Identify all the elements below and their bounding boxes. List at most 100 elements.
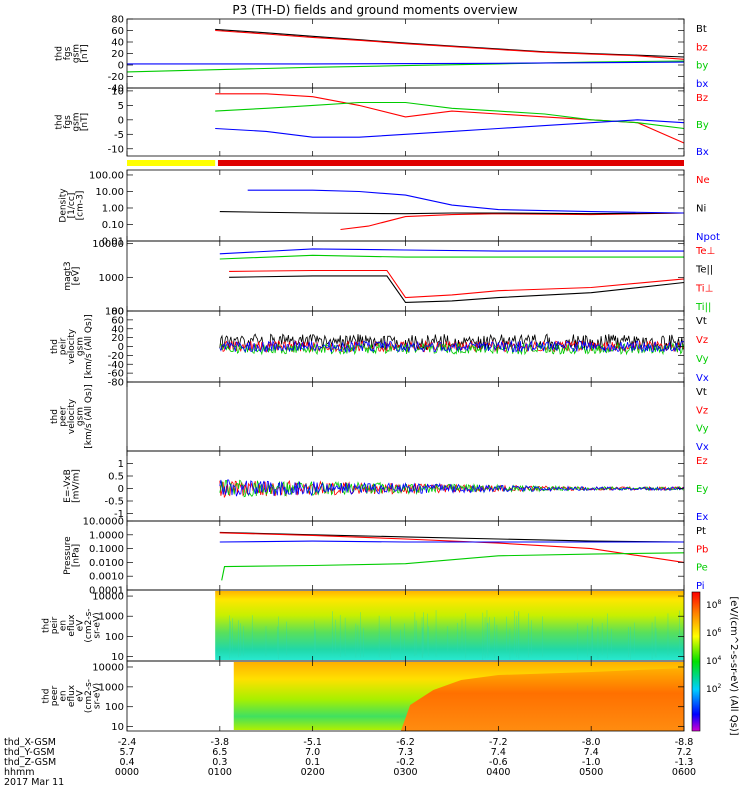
legend-entry: Vt (696, 387, 707, 398)
series-line-ne (341, 213, 685, 230)
y-tick-label: 0.0010 (89, 572, 124, 583)
legend-entry: bx (696, 79, 708, 90)
series-line-ti (220, 255, 684, 259)
panel-fgs_dsl: -10-50510thdfgsgsm[nT]BzByBx (54, 86, 709, 158)
y-tick-label: 10 (111, 86, 124, 97)
legend-entry: Ti⊥ (695, 283, 713, 294)
y-axis-label: [nT] (80, 44, 90, 62)
series-line-ti (220, 249, 684, 254)
colorbar-label: [eV/(cm^2-s-sr-eV) (All Qs)] (728, 596, 739, 735)
series-group-fgs-gsm-expanded- (215, 94, 684, 143)
legend-entry: Te⊥ (695, 246, 715, 257)
legend-entry: Npot (696, 232, 720, 243)
legend-entry: Vx (696, 373, 709, 384)
y-tick-label: 1 (118, 459, 124, 470)
y-tick-label: 80 (111, 15, 124, 26)
colorbar-tick-label: 106 (706, 627, 721, 639)
y-axis-label: sr-eV) (93, 683, 103, 709)
legend-entry: By (696, 120, 709, 131)
panel-peir_vel: -80-60-40-20020406080thdpeirvelocitygsm[… (50, 307, 709, 389)
series-line-bz (215, 31, 684, 60)
footer-value: 0600 (672, 767, 696, 778)
y-tick-label: -10 (108, 144, 124, 155)
series-line-npot (248, 190, 684, 213)
legend-entry: Pb (696, 544, 708, 555)
y-tick-label: 1000 (99, 273, 124, 284)
y-tick-label: 5 (118, 101, 124, 112)
series-group-pressure (220, 532, 684, 580)
y-axis-label: [nPa] (71, 544, 81, 567)
y-tick-label: 10000 (92, 592, 124, 603)
panels: -40-20020406080thdfgsgsm[nT]Btbzbybx-10-… (42, 15, 720, 734)
plot-title: P3 (TH-D) fields and ground moments over… (232, 3, 517, 17)
y-tick-label: 0.0100 (89, 558, 124, 569)
electron-spectrogram (234, 662, 684, 731)
y-tick-label: 80 (111, 307, 124, 318)
y-tick-label: 10.00 (95, 187, 124, 198)
series-line-bx (127, 62, 684, 64)
series-group-magt3 (220, 249, 684, 303)
legend-entry: Bx (696, 147, 709, 158)
series-line-bt (215, 29, 684, 57)
panel-frame (127, 521, 684, 590)
y-tick-label: 100 (105, 632, 124, 643)
energy-flux-colorbar: [eV/(cm^2-s-sr-eV) (All Qs)] 108 106 104 10… (692, 592, 739, 736)
legend-entry: bz (696, 42, 708, 53)
y-tick-label: 60 (111, 26, 124, 37)
legend-entry: Ti|| (695, 302, 711, 313)
ion-spectrogram (215, 591, 684, 660)
panel-density: 0.01 0.10 1.00 10.00 100.00 Density[1/cc][cm-… (59, 170, 720, 248)
y-tick-label: 0.10 (102, 220, 124, 231)
y-axis-label: sr-eV) (93, 612, 103, 638)
y-tick-label: 1.0000 (89, 530, 124, 541)
legend-entry: Vz (696, 405, 708, 416)
y-tick-label: -5 (114, 130, 124, 141)
series-line-bx (215, 120, 684, 137)
colorbar-tick-label: 104 (706, 655, 721, 667)
y-axis-label: [eV] (71, 267, 81, 286)
ion-flux-fill (215, 591, 684, 660)
legend-entry: Ey (696, 484, 708, 495)
series-line-te (229, 276, 684, 303)
y-tick-label: 0.1000 (89, 544, 124, 555)
y-tick-label: 100.00 (89, 170, 124, 181)
footer-value: 0000 (115, 767, 139, 778)
y-axis-label: [km/s (All Qs)] (84, 314, 94, 378)
series-line-by (215, 103, 684, 129)
y-tick-label: 10 (111, 652, 124, 663)
legend-entry: Pe (696, 563, 708, 574)
y-tick-label: 0 (118, 484, 124, 495)
legend-entry: Ex (696, 512, 708, 523)
legend-entry: Ni (696, 204, 706, 215)
footer-value: 0100 (208, 767, 232, 778)
legend-entry: Pt (696, 526, 706, 537)
y-tick-label: 10000 (92, 662, 124, 673)
series-line-pb (220, 533, 684, 563)
legend-entry: Vx (696, 442, 709, 453)
y-tick-label: 0 (118, 61, 124, 72)
legend-entry: Vt (696, 316, 707, 327)
series-line-bz (215, 94, 684, 143)
legend-entry: Bz (696, 93, 708, 104)
panel-frame (127, 170, 684, 241)
footer-value: 0500 (579, 767, 603, 778)
legend-entry: Te|| (695, 265, 713, 276)
y-tick-label: -0.5 (104, 497, 124, 508)
legend-entry: Vy (696, 354, 709, 365)
legend-entry: by (696, 61, 708, 72)
panel-frame (127, 382, 684, 451)
y-tick-label: 1.00 (102, 203, 124, 214)
mode-bar-slow (127, 160, 215, 166)
series-line-pe (222, 553, 684, 581)
y-tick-label: 0 (118, 115, 124, 126)
y-axis-label: [cm-3] (76, 191, 86, 221)
series-group-peir-velocity (220, 334, 684, 354)
mode-bar (127, 160, 684, 166)
legend-entry: Vy (696, 424, 709, 435)
y-tick-label: 10 (111, 722, 124, 733)
legend-entry: Pi (696, 581, 705, 592)
y-axis-label: [nT] (80, 113, 90, 131)
panel-pressure: 0.00010.00100.01000.10001.000010.0000Pre… (63, 517, 709, 597)
series-group-density (220, 190, 684, 229)
